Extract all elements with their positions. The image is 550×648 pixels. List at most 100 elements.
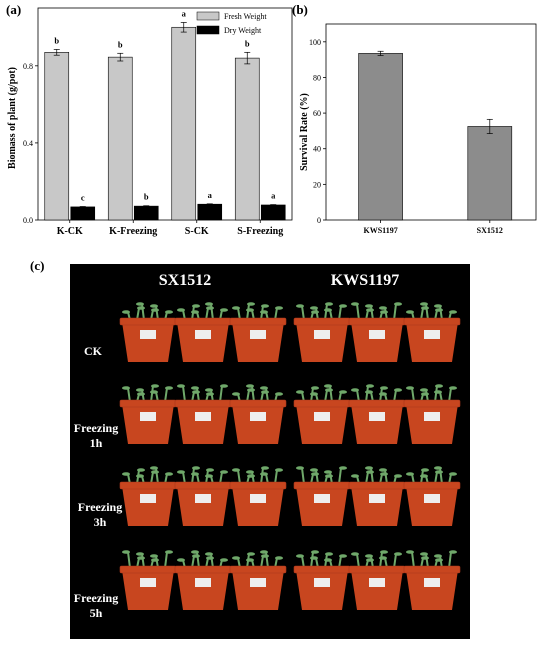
chart-a-bar-dry-weight xyxy=(133,205,159,221)
seedling-leaf xyxy=(449,310,457,314)
pot-tag xyxy=(250,578,266,587)
seedling-leaf xyxy=(261,390,269,394)
flower-pot xyxy=(296,486,348,526)
seedling-leaf xyxy=(421,306,429,310)
pot-tag xyxy=(140,330,156,339)
seedling xyxy=(324,303,328,321)
seedling-leaf xyxy=(136,302,144,306)
chart-a-bar-fresh-weight xyxy=(44,52,70,221)
flower-pot xyxy=(296,404,348,444)
seedling-leaf xyxy=(246,308,254,312)
chart-a-legend-swatch-fresh xyxy=(196,11,220,21)
seedling-leaf xyxy=(260,310,268,314)
seedling xyxy=(210,553,214,569)
seedling-leaf xyxy=(421,468,429,472)
pot-tag xyxy=(195,494,211,503)
seedling-leaf xyxy=(191,550,199,554)
seedling-leaf xyxy=(380,472,388,476)
seedling xyxy=(196,387,200,403)
pot-tag xyxy=(140,578,156,587)
chart-a-legend-label-fresh: Fresh Weight xyxy=(224,12,267,21)
seedling-leaf xyxy=(311,550,319,554)
seedling-leaf xyxy=(339,304,347,308)
seedling xyxy=(315,469,319,485)
seedling-leaf xyxy=(379,392,387,396)
seedling xyxy=(219,385,223,403)
seedling-leaf xyxy=(136,388,144,392)
seedling-leaf xyxy=(232,556,240,560)
flower-pot-rim xyxy=(174,565,232,574)
panel-a-label: (a) xyxy=(6,2,21,17)
chart-a: Biomass of plant (g/pot) 0.0 0.4 0.8 K-CK b c… xyxy=(7,7,293,237)
pot-tag xyxy=(250,330,266,339)
chart-b-bar xyxy=(467,126,513,221)
seedling xyxy=(434,385,438,403)
seedling xyxy=(164,387,168,403)
flower-pot-rim xyxy=(348,317,406,326)
chart-a-frame xyxy=(37,7,293,221)
flower-pot xyxy=(351,404,403,444)
seedling-leaf xyxy=(122,550,130,554)
plant-photo: SX1512 KWS1197 CK Freezing 1h Freezing 3… xyxy=(70,264,470,639)
seedling-leaf xyxy=(406,550,414,554)
seedling-leaf xyxy=(122,472,130,476)
flower-pot-rim xyxy=(174,317,232,326)
seedling-leaf xyxy=(366,470,374,474)
seedling xyxy=(329,385,333,403)
pot-tag xyxy=(369,330,385,339)
chart-a-bar-dry-weight xyxy=(70,206,96,221)
seedling xyxy=(393,553,397,569)
flower-pot xyxy=(232,404,284,444)
seedling xyxy=(301,305,305,321)
seedling-leaf xyxy=(150,554,158,558)
flower-pot-rim xyxy=(119,481,177,490)
flower-pot-rim xyxy=(119,399,177,408)
chart-a-category-label: K-CK xyxy=(57,226,83,237)
seedling-leaf xyxy=(351,552,359,556)
flower-pot-rim xyxy=(293,317,351,326)
seedling-leaf xyxy=(150,304,158,308)
seedling-leaf xyxy=(420,302,428,306)
seedling xyxy=(448,387,452,403)
seedling-leaf xyxy=(220,384,228,388)
flower-pot xyxy=(232,322,284,362)
seedling-leaf xyxy=(325,302,333,306)
seedling-leaf xyxy=(137,306,145,310)
seedling-leaf xyxy=(177,470,185,474)
flower-pot xyxy=(351,570,403,610)
seedling-leaf xyxy=(365,466,373,470)
seedling xyxy=(265,551,269,569)
seedling-leaf xyxy=(365,304,373,308)
pot-tag xyxy=(195,412,211,421)
photo-header-sx1512: SX1512 xyxy=(159,272,211,289)
seedling-leaf xyxy=(177,308,185,312)
flower-pot xyxy=(177,322,229,362)
seedling-leaf xyxy=(324,384,332,388)
seedling-leaf xyxy=(380,550,388,554)
seedling-leaf xyxy=(206,468,214,472)
seedling xyxy=(365,385,369,403)
seedling-leaf xyxy=(339,466,347,470)
seedling xyxy=(338,467,342,485)
flower-pot-rim xyxy=(403,565,461,574)
seedling-leaf xyxy=(324,470,332,474)
chart-a-legend-label-dry: Dry Weight xyxy=(224,26,262,35)
seedling-leaf xyxy=(449,386,457,390)
seedling-leaf xyxy=(311,386,319,390)
seedling-leaf xyxy=(151,308,159,312)
chart-a-ytick-label: 0.0 xyxy=(23,216,33,225)
seedling-leaf xyxy=(205,474,213,478)
flower-pot-rim xyxy=(229,399,287,408)
seedling-leaf xyxy=(137,468,145,472)
seedling-leaf xyxy=(434,554,442,558)
chart-b-bar xyxy=(358,53,403,221)
flower-pot-rim xyxy=(403,399,461,408)
seedling xyxy=(155,305,159,321)
seedling xyxy=(141,303,145,321)
seedling-leaf xyxy=(449,550,457,554)
seedling xyxy=(164,551,168,569)
seedling-leaf xyxy=(177,384,185,388)
seedling-leaf xyxy=(394,388,402,392)
chart-a-category-label: K-Freezing xyxy=(109,226,157,237)
panel-c-label: (c) xyxy=(30,258,44,273)
